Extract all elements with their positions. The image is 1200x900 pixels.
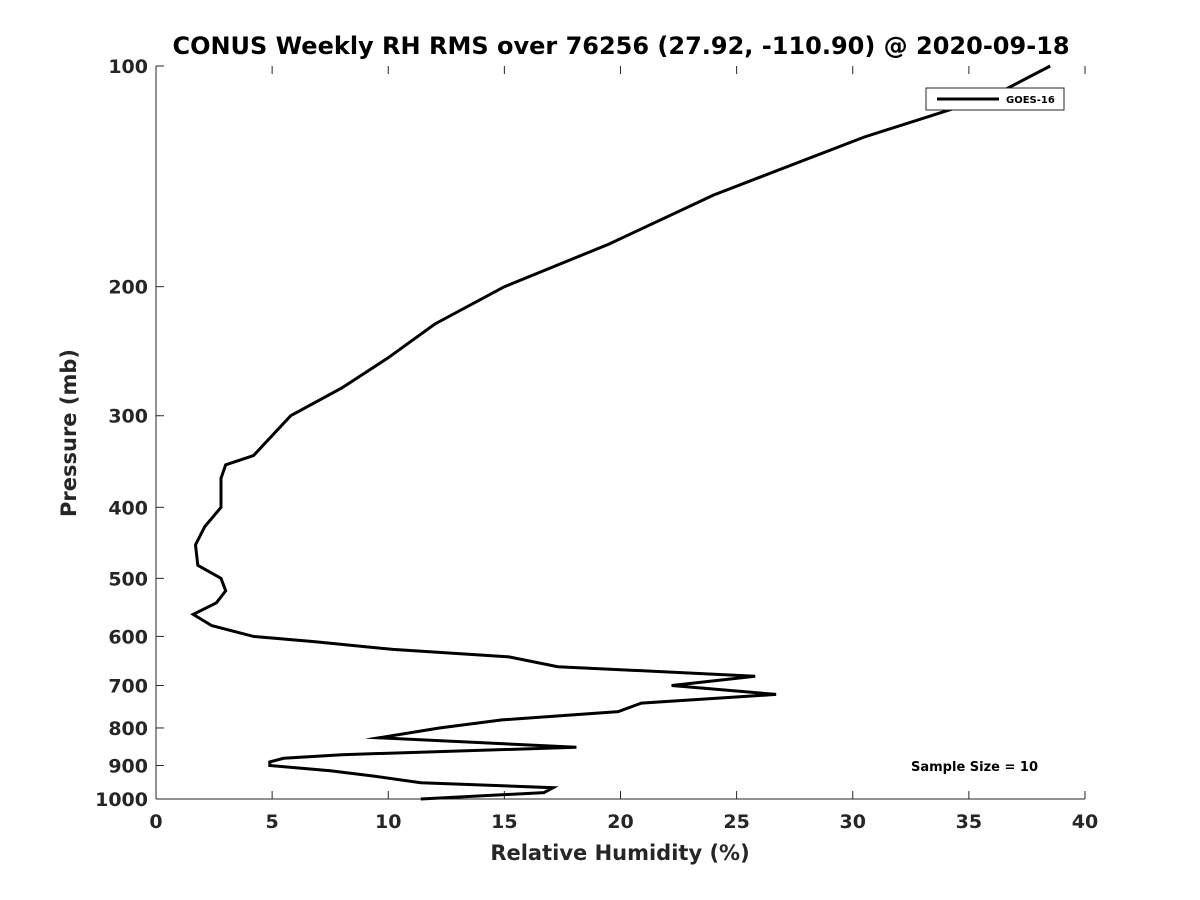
y-tick-label-500: 500 xyxy=(108,568,148,590)
y-axis-label: Pressure (mb) xyxy=(57,349,81,517)
x-tick-label-30: 30 xyxy=(840,811,866,833)
y-tick-label-700: 700 xyxy=(108,675,148,697)
y-tick-label-900: 900 xyxy=(108,755,148,777)
plot-axes xyxy=(155,66,1085,800)
x-tick-label-40: 40 xyxy=(1072,811,1098,833)
x-tick-label-0: 0 xyxy=(149,811,162,833)
y-tick-label-200: 200 xyxy=(108,277,148,299)
y-tick-label-300: 300 xyxy=(108,406,148,428)
y-ticks: 100 200 300 400 500 600 700 800 900 1000 xyxy=(95,56,164,811)
plot-area xyxy=(156,66,1085,799)
chart-title: CONUS Weekly RH RMS over 76256 (27.92, -… xyxy=(172,32,1069,60)
x-tick-label-25: 25 xyxy=(723,811,749,833)
y-tick-label-400: 400 xyxy=(108,497,148,519)
x-tick-label-15: 15 xyxy=(491,811,517,833)
series-group xyxy=(190,64,1051,801)
x-tick-label-20: 20 xyxy=(607,811,633,833)
x-tick-label-10: 10 xyxy=(375,811,401,833)
x-tick-label-5: 5 xyxy=(266,811,279,833)
series-line-goes-16 xyxy=(190,64,1051,801)
sample-size-annotation: Sample Size = 10 xyxy=(911,760,1038,775)
y-tick-label-1000: 1000 xyxy=(95,789,148,811)
x-tick-label-35: 35 xyxy=(956,811,982,833)
y-tick-label-800: 800 xyxy=(108,718,148,740)
y-tick-label-100: 100 xyxy=(108,56,148,78)
legend: GOES-16 xyxy=(925,87,1065,111)
legend-label-goes-16: GOES-16 xyxy=(1006,95,1055,106)
y-tick-label-600: 600 xyxy=(108,626,148,648)
x-axis-label: Relative Humidity (%) xyxy=(490,841,749,865)
x-ticks: 0 5 10 15 20 25 30 35 40 xyxy=(149,66,1098,833)
